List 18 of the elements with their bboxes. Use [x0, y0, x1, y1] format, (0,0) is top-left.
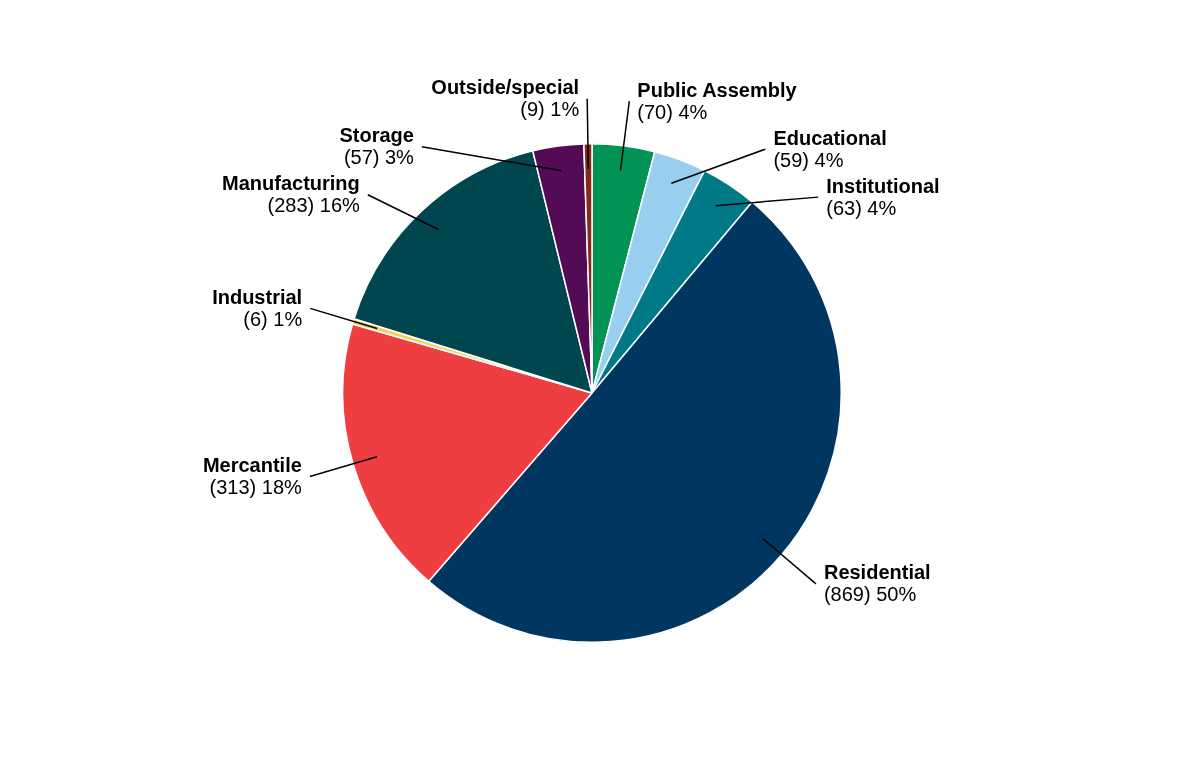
data-label: (313) 18%	[209, 476, 303, 499]
slice-label: Residential	[823, 561, 931, 584]
data-label: (57) 3%	[343, 146, 415, 169]
data-label: (869) 50%	[823, 583, 917, 606]
data-label: (59) 4%	[773, 148, 844, 171]
slice-label: Outside/special	[431, 76, 580, 99]
data-label: (70) 4%	[637, 100, 708, 123]
slice-label: Institutional	[826, 174, 940, 197]
data-label: (283) 16%	[267, 194, 361, 217]
slice-label: Educational	[773, 126, 887, 149]
data-label: (9) 1%	[520, 98, 580, 121]
slice-label: Industrial	[212, 285, 303, 308]
slice-label: Storage	[339, 124, 414, 147]
data-label: (6) 1%	[243, 307, 303, 330]
data-label: (63) 4%	[826, 196, 897, 219]
slice-label: Manufacturing	[222, 172, 360, 195]
slice-label: Mercantile	[202, 454, 302, 477]
slice-label: Public Assembly	[637, 78, 798, 101]
